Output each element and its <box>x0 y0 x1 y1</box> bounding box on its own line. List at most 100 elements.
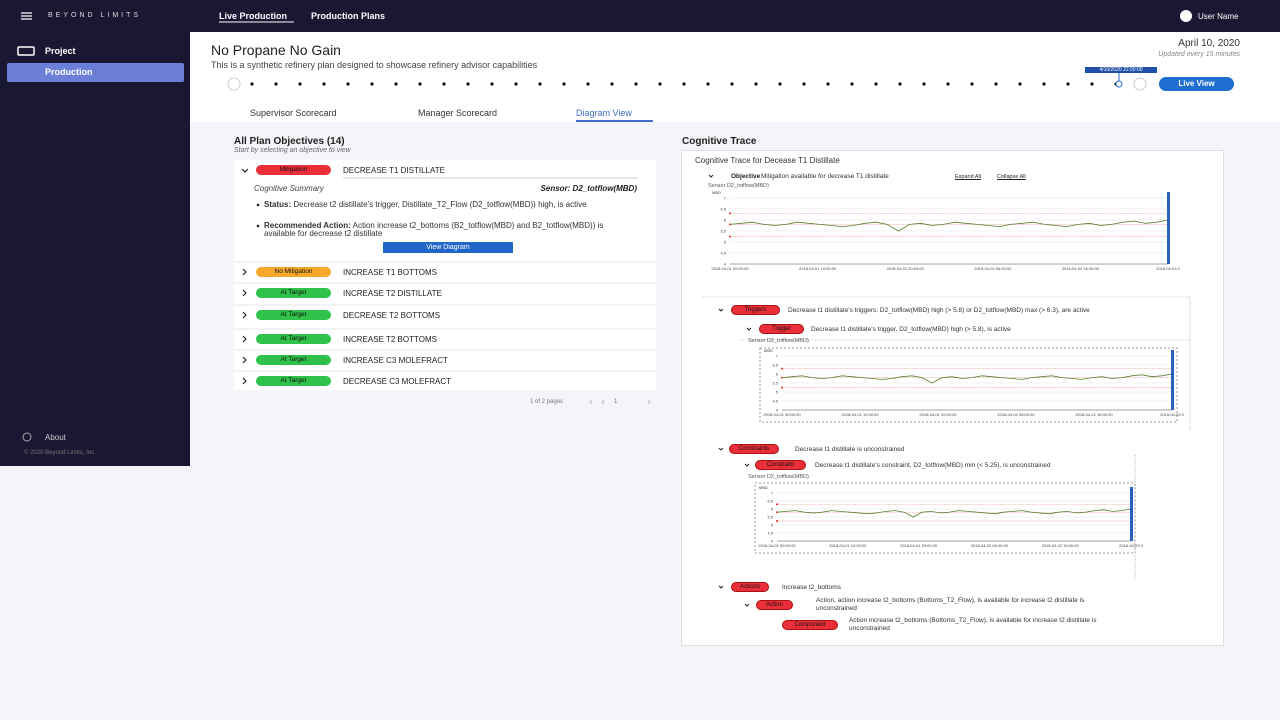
objective-name[interactable]: INCREASE T2 DISTILLATE <box>343 289 442 298</box>
sidebar-item[interactable]: Production <box>45 67 93 77</box>
current-marker <box>1167 192 1170 264</box>
sensor-label: Sensor D2_totflow(MBD) <box>748 474 809 480</box>
x-tick-label: 2018-04-02 06:00:00 <box>974 266 1012 271</box>
sensor-line <box>776 508 1132 518</box>
node-badge: Actions <box>731 582 769 592</box>
expand-all[interactable]: Expand All <box>955 174 981 180</box>
status-badge: At Target <box>256 376 331 386</box>
y-tick-label: 4 <box>724 262 727 267</box>
trace-subtitle: Cognitive Trace for Decease T1 Distillat… <box>695 156 840 165</box>
user-name[interactable]: User Name <box>1198 12 1239 21</box>
sidebar <box>0 32 190 466</box>
x-tick-label: 2018-04-01 10:00:00 <box>799 266 837 271</box>
objective-name[interactable]: INCREASE T1 BOTTOMS <box>343 268 437 277</box>
x-tick-label: 2018-04-02 06:00:00 <box>997 412 1035 417</box>
timeline-dot <box>562 82 566 86</box>
timeline-current <box>1115 80 1123 88</box>
chevron <box>242 377 247 385</box>
timeline-dot <box>514 82 518 86</box>
objective-name[interactable]: DECREASE T2 BOTTOMS <box>343 311 441 320</box>
chart-frame <box>754 482 1136 554</box>
summary-status: Status: Decrease t2 distillate's trigger… <box>264 201 604 209</box>
tab[interactable]: Supervisor Scorecard <box>250 108 337 118</box>
plan-header <box>190 32 1280 122</box>
sidebar-item[interactable]: Project <box>45 46 76 56</box>
y-tick-label: 7 <box>724 196 727 201</box>
plan-date: April 10, 2020 <box>1178 38 1240 49</box>
copyright: © 2020 Beyond Limits, Inc. <box>24 450 96 456</box>
threshold-dot <box>729 235 731 238</box>
sensor-label: Sensor D2_totflow(MBD) <box>748 338 809 344</box>
chevron <box>242 311 247 319</box>
x-tick-label: 2018-04-01 00:00:00 <box>758 543 796 548</box>
timeline-dot <box>658 82 662 86</box>
timeline-dot <box>754 82 758 86</box>
timeline-dot <box>682 82 686 86</box>
objective-name[interactable]: INCREASE T2 BOTTOMS <box>343 335 437 344</box>
plan-updated: Updated every 15 minutes <box>1158 51 1240 58</box>
objective-name[interactable]: INCREASE C3 MOLEFRACT <box>343 356 448 365</box>
nav-link[interactable]: Production Plans <box>311 11 386 21</box>
threshold-dot <box>781 367 783 370</box>
collapse-all[interactable]: Collapse All <box>997 174 1026 180</box>
timeline-dot <box>418 82 422 86</box>
status-badge: At Target <box>256 310 331 320</box>
plan-title: No Propane No Gain <box>211 42 341 58</box>
y-tick-label: 6.5 <box>767 499 773 504</box>
x-tick-label: 2018-04-03 0 <box>1156 266 1181 271</box>
live-view-button[interactable]: Live View <box>1159 77 1234 91</box>
brand: BEYOND LIMITS <box>48 12 142 19</box>
page-select[interactable]: 1 <box>614 399 618 405</box>
top-bar <box>0 0 1280 32</box>
timeline-dot <box>730 82 734 86</box>
y-tick-label: 6.5 <box>772 363 778 368</box>
timeline-dot <box>1042 82 1046 86</box>
timeline-dot <box>1066 82 1070 86</box>
tab[interactable]: Diagram View <box>576 108 632 118</box>
sensor-label: Sensor D2_totflow(MBD) <box>708 183 769 189</box>
objective-name[interactable]: DECREASE C3 MOLEFRACT <box>343 377 452 386</box>
timeline-dot <box>1090 82 1094 86</box>
status-text: Decrease t2 distillate's trigger, Distil… <box>291 200 587 209</box>
x-tick-label: 2018-04-01 00:00:00 <box>763 412 801 417</box>
x-tick-label: 2018-04-02 16:00:00 <box>1042 543 1080 548</box>
timeline-dot <box>394 82 398 86</box>
about[interactable]: About <box>45 433 66 442</box>
x-tick-label: 2018-04-02 06:00:00 <box>971 543 1009 548</box>
menu-icon <box>21 12 32 20</box>
timeline-dot <box>346 82 350 86</box>
status-badge: No Mitigation <box>256 267 331 277</box>
sensor-chart: MBD 4 4.5 5 5.5 6 6.5 7 2018-04-01 00:00:00 2018-… <box>763 348 1184 417</box>
y-tick-label: 5 <box>776 390 779 395</box>
y-tick-label: 4.5 <box>720 251 726 256</box>
y-tick-label: 6 <box>776 372 779 377</box>
timeline-dot <box>922 82 926 86</box>
chevron <box>744 603 750 607</box>
y-tick-label: 5.5 <box>772 381 778 386</box>
y-tick-label: 4 <box>776 408 779 413</box>
user-icon <box>1180 10 1192 22</box>
timeline-dot <box>610 82 614 86</box>
node-text: Decrease t1 distillate's constraint, D2_… <box>815 462 1051 469</box>
timeline-dot <box>706 82 710 86</box>
nav-link[interactable]: Live Production <box>219 11 288 21</box>
timeline-dot <box>370 82 374 86</box>
x-tick-label: 2018-04-01 20:00:00 <box>900 543 938 548</box>
timeline-dot <box>586 82 590 86</box>
node-text: Decrease t1 distillate's triggers: D2_to… <box>788 307 1090 314</box>
y-axis-label: MBD <box>759 485 768 490</box>
node-text: Action, action increase t2_bottoms (Bott… <box>816 597 1085 612</box>
node-text: Decrease t1 distillate's trigger, D2_tot… <box>811 326 1011 333</box>
chevron <box>241 168 249 173</box>
pagination: 1 of 2 pages <box>530 399 564 405</box>
sensor-line <box>781 373 1173 384</box>
y-tick-label: 5.5 <box>720 229 726 234</box>
view-diagram-button[interactable]: View Diagram <box>383 242 513 253</box>
trace-panel <box>681 150 1224 646</box>
node-badge: Constraint <box>755 460 806 470</box>
y-axis-label: MBD <box>764 348 773 353</box>
objective-name[interactable]: DECREASE T1 DISTILLATE <box>343 166 445 175</box>
summary-sensor: Sensor: D2_totflow(MBD) <box>540 184 637 193</box>
tab[interactable]: Manager Scorecard <box>418 108 498 118</box>
chart-frame <box>759 347 1178 423</box>
